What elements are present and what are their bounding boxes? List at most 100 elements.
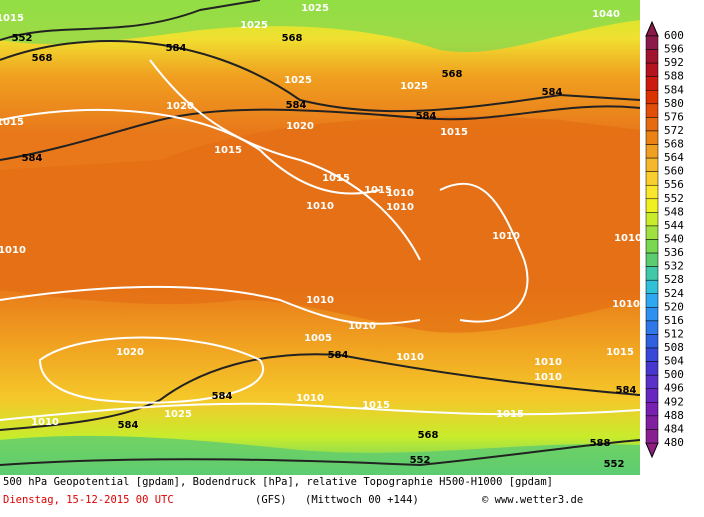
colorbar-swatch bbox=[645, 361, 659, 376]
contour-label: 1020 bbox=[286, 121, 314, 132]
colorbar-label: 592 bbox=[664, 56, 684, 69]
colorbar-label: 504 bbox=[664, 355, 684, 368]
colorbar-swatch bbox=[645, 90, 659, 105]
colorbar-label: 508 bbox=[664, 341, 684, 354]
contour-label: 1010 bbox=[306, 295, 334, 306]
colorbar-label: 492 bbox=[664, 395, 684, 408]
colorbar-label: 528 bbox=[664, 273, 684, 286]
contour-label: 1010 bbox=[534, 372, 562, 383]
colorbar-swatch bbox=[645, 252, 659, 267]
contour-label: 1015 bbox=[322, 173, 350, 184]
contour-label: 1025 bbox=[301, 3, 329, 14]
contour-label: 1010 bbox=[612, 299, 640, 310]
contour-label: 1010 bbox=[31, 417, 59, 428]
contour-label: 568 bbox=[282, 33, 303, 44]
contour-label: 1025 bbox=[284, 75, 312, 86]
colorbar-swatch bbox=[645, 76, 659, 91]
contour-label: 584 bbox=[328, 350, 349, 361]
contour-label: 1015 bbox=[364, 185, 392, 196]
map-field bbox=[0, 0, 640, 53]
colorbar-swatch bbox=[645, 212, 659, 227]
colorbar-swatch bbox=[645, 402, 659, 417]
caption-line: 500 hPa Geopotential [gpdam], Bodendruck… bbox=[3, 476, 553, 488]
colorbar-swatch bbox=[645, 35, 659, 50]
colorbar-label: 580 bbox=[664, 97, 684, 110]
contour-label: 1015 bbox=[214, 145, 242, 156]
colorbar-label: 572 bbox=[664, 124, 684, 137]
caption-date: Dienstag, 15-12-2015 00 UTC bbox=[3, 494, 174, 506]
contour-label: 584 bbox=[542, 87, 563, 98]
colorbar-label: 488 bbox=[664, 409, 684, 422]
contour-label: 1010 bbox=[348, 321, 376, 332]
colorbar-swatch bbox=[645, 144, 659, 159]
contour-label: 1010 bbox=[386, 188, 414, 199]
colorbar-swatch bbox=[645, 374, 659, 389]
contour-label: 584 bbox=[22, 153, 43, 164]
contour-label: 1015 bbox=[0, 13, 24, 24]
colorbar-label: 564 bbox=[664, 151, 684, 164]
contour-label: 552 bbox=[12, 33, 33, 44]
colorbar-swatch bbox=[645, 225, 659, 240]
contour-label: 568 bbox=[32, 53, 53, 64]
contour-label: 1020 bbox=[166, 101, 194, 112]
colorbar-label: 516 bbox=[664, 314, 684, 327]
colorbar-label: 544 bbox=[664, 219, 684, 232]
colorbar-label: 588 bbox=[664, 70, 684, 83]
colorbar-label: 600 bbox=[664, 29, 684, 42]
contour-label: 568 bbox=[418, 430, 439, 441]
contour-label: 1010 bbox=[386, 202, 414, 213]
contour-label: 1010 bbox=[306, 201, 334, 212]
colorbar-swatch bbox=[645, 320, 659, 335]
contour-label: 1010 bbox=[534, 357, 562, 368]
colorbar-label: 576 bbox=[664, 110, 684, 123]
isobar-lines bbox=[0, 59, 641, 421]
colorbar-label: 540 bbox=[664, 233, 684, 246]
caption-model: (GFS) bbox=[255, 494, 287, 506]
isohypse-lines bbox=[0, 0, 641, 467]
contour-label: 1020 bbox=[116, 347, 144, 358]
colorbar-swatch bbox=[645, 103, 659, 118]
contour-label: 1010 bbox=[0, 245, 26, 256]
colorbar-swatch bbox=[645, 62, 659, 77]
colorbar-cap bbox=[645, 20, 659, 37]
contour-label: 584 bbox=[416, 111, 437, 122]
contour-label: 588 bbox=[590, 438, 611, 449]
colorbar-swatch bbox=[645, 334, 659, 349]
colorbar-label: 520 bbox=[664, 300, 684, 313]
colorbar-label: 568 bbox=[664, 138, 684, 151]
colorbar-swatch bbox=[645, 198, 659, 213]
colorbar-swatch bbox=[645, 388, 659, 403]
contour-label: 1015 bbox=[496, 409, 524, 420]
colorbar-label: 532 bbox=[664, 260, 684, 273]
colorbar-cap bbox=[645, 442, 659, 459]
caption-credit: © www.wetter3.de bbox=[482, 494, 583, 506]
colorbar-swatch bbox=[645, 307, 659, 322]
contour-label: 1015 bbox=[362, 400, 390, 411]
colorbar-label: 500 bbox=[664, 368, 684, 381]
colorbar-label: 596 bbox=[664, 43, 684, 56]
colorbar-swatch bbox=[645, 293, 659, 308]
colorbar-label: 584 bbox=[664, 83, 684, 96]
contour-label: 1010 bbox=[296, 393, 324, 404]
contour-label: 552 bbox=[604, 459, 625, 470]
contour-label: 1010 bbox=[614, 233, 642, 244]
colorbar-swatch bbox=[645, 184, 659, 200]
contour-label: 1015 bbox=[0, 117, 24, 128]
contour-label: 1015 bbox=[606, 347, 634, 358]
contour-label: 552 bbox=[410, 455, 431, 466]
colorbar-label: 484 bbox=[664, 422, 684, 435]
colorbar-label: 552 bbox=[664, 192, 684, 205]
colorbar-label: 496 bbox=[664, 382, 684, 395]
contour-label: 584 bbox=[616, 385, 637, 396]
contour-label: 1015 bbox=[440, 127, 468, 138]
contour-label: 584 bbox=[118, 420, 139, 431]
colorbar-swatch bbox=[645, 429, 659, 444]
contour-label: 584 bbox=[212, 391, 233, 402]
colorbar-label: 536 bbox=[664, 246, 684, 259]
colorbar-swatch bbox=[645, 239, 659, 254]
caption-bg bbox=[0, 475, 704, 513]
colorbar-swatch bbox=[645, 157, 659, 172]
colorbar-swatch bbox=[645, 415, 659, 430]
